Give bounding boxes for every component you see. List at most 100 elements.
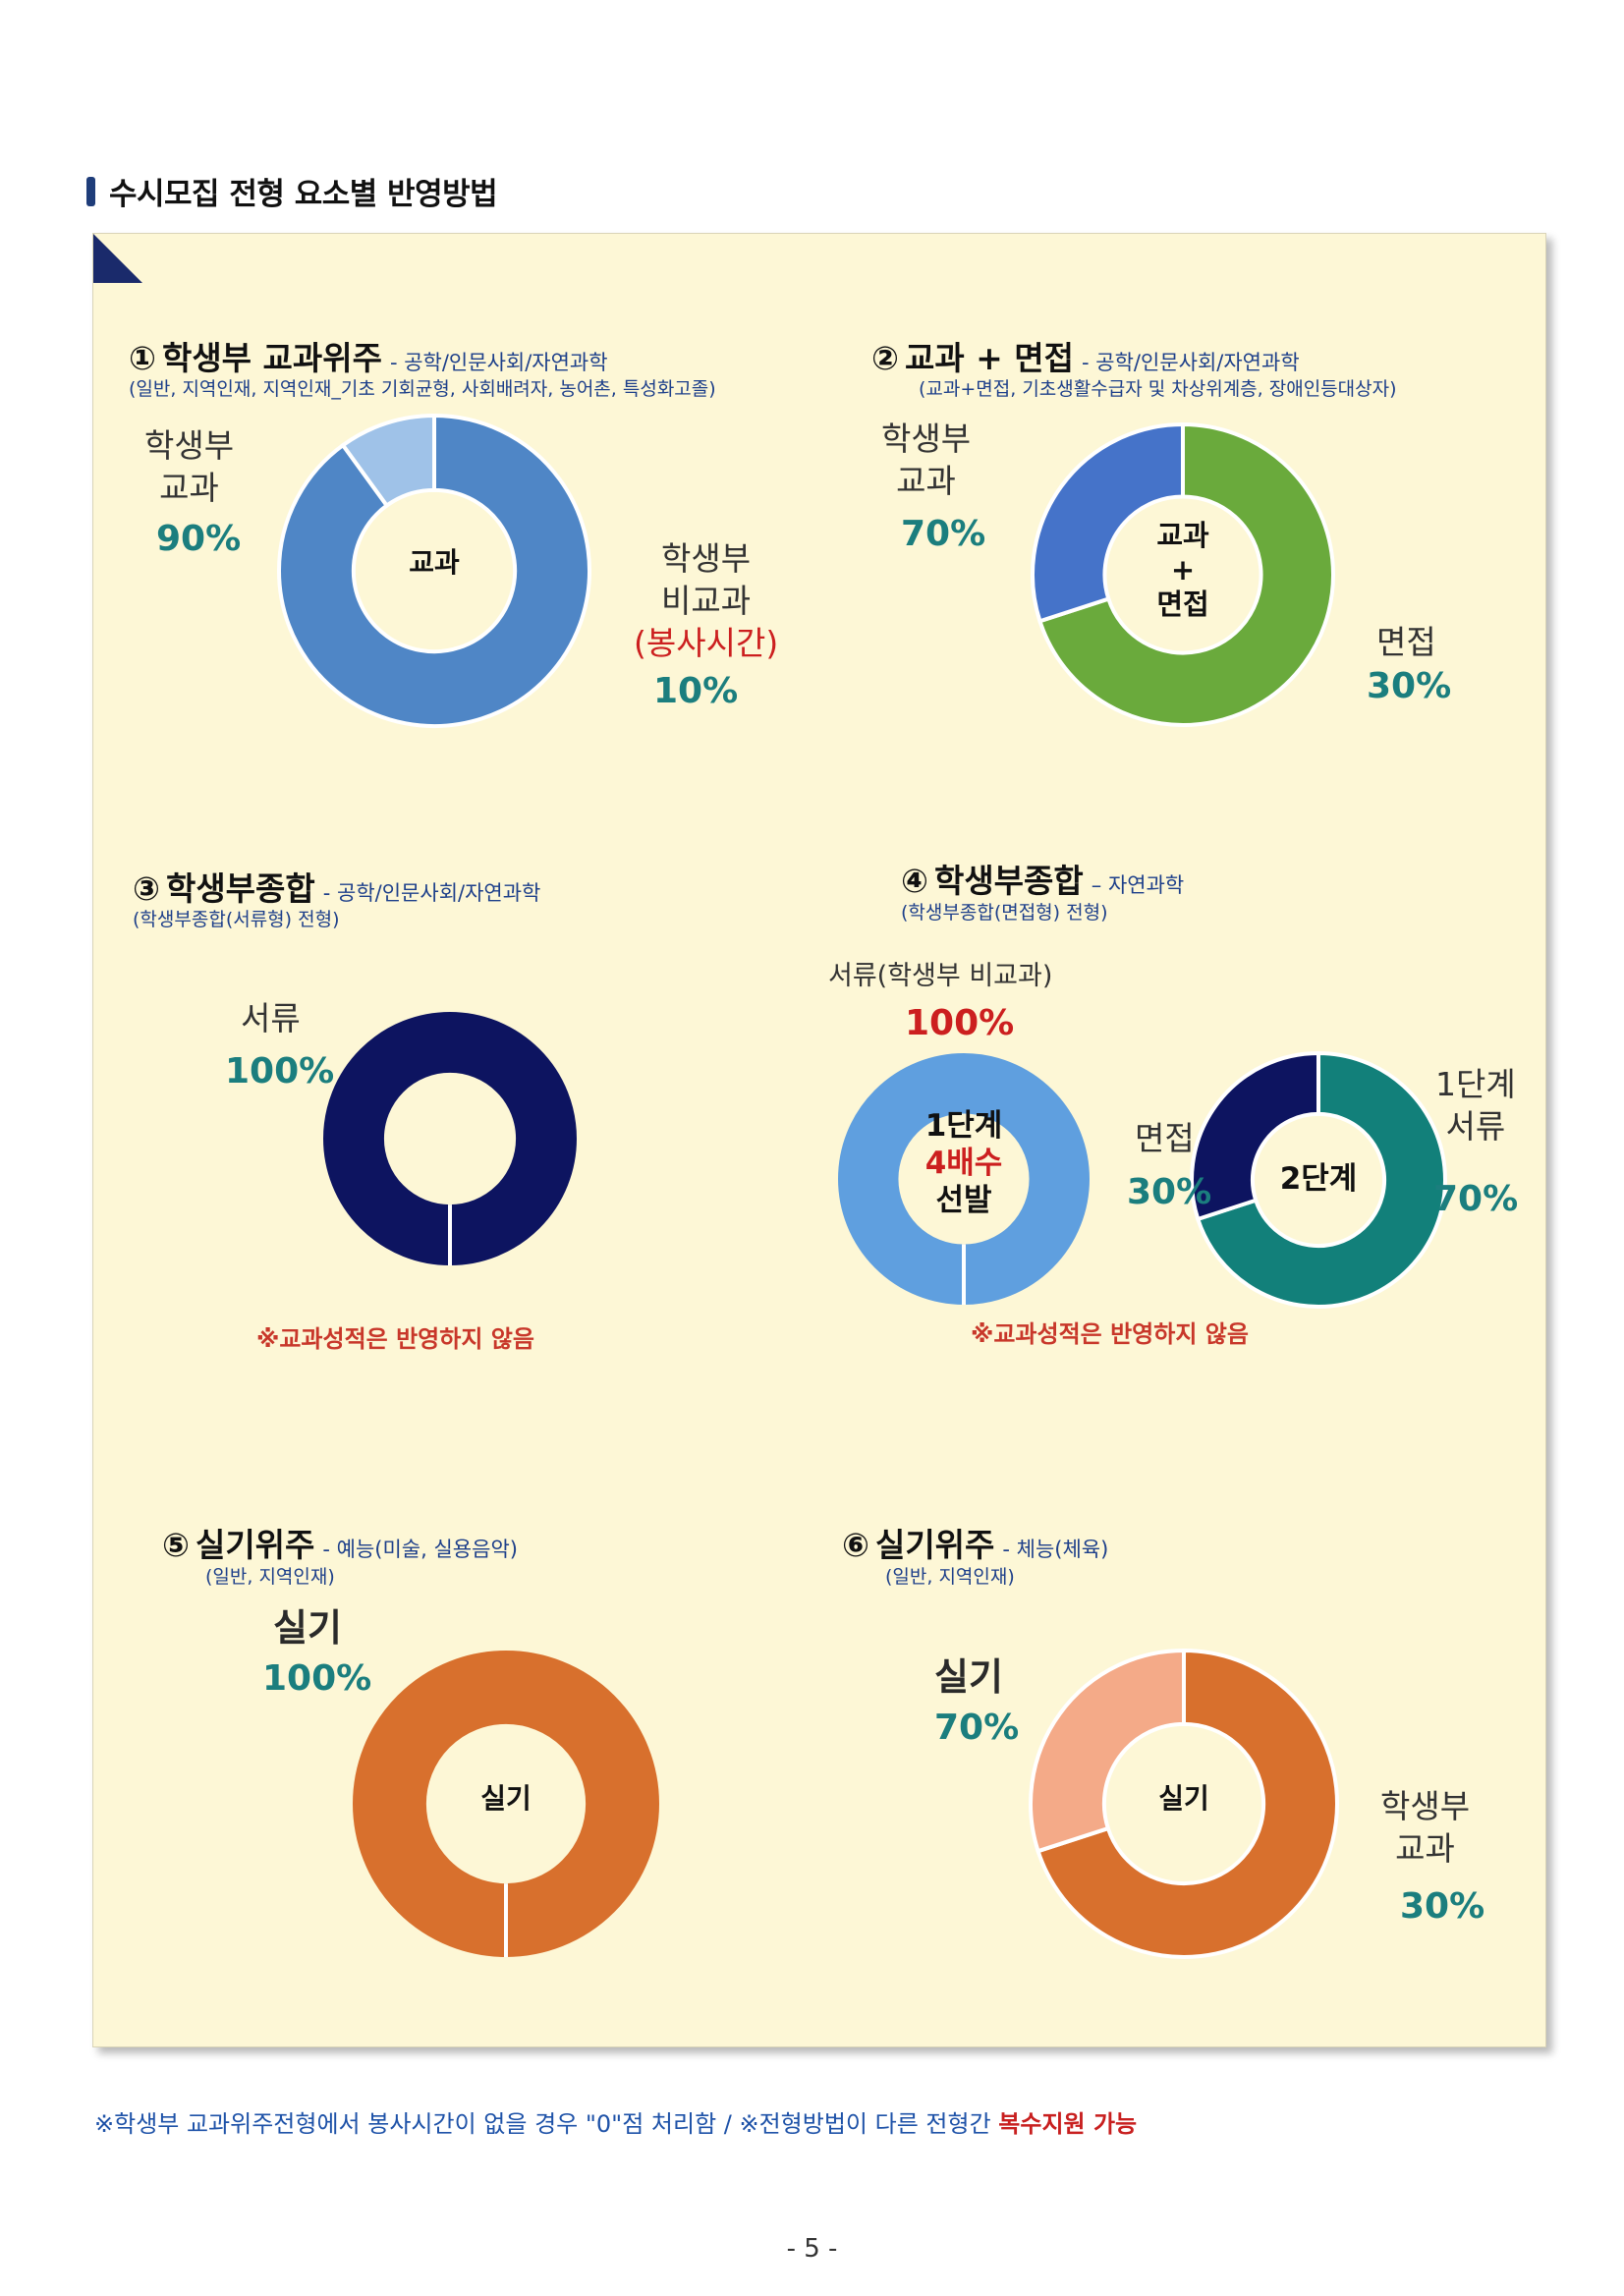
label-5a: 실기: [273, 1606, 342, 1650]
section-3-note: ※교과성적은 반영하지 않음: [256, 1325, 534, 1353]
section-2-title: ② 교과 + 면접 - 공학/인문사회/자연과학: [871, 332, 1300, 379]
section-1-title: ① 학생부 교과위주 - 공학/인문사회/자연과학: [129, 332, 608, 379]
pct-1a: 90%: [156, 519, 242, 559]
section-4-note: ※교과성적은 반영하지 않음: [971, 1320, 1249, 1348]
page-number: - 5 -: [786, 2234, 838, 2264]
section-3-num: ③: [133, 869, 160, 908]
donut-2-center-line3: 면접: [1156, 587, 1209, 621]
page-heading: 수시모집 전형 요소별 반영방법: [86, 169, 498, 213]
label-2a-line1: 학생부: [881, 420, 972, 458]
section-6-num: ⑥: [842, 1526, 869, 1564]
pct-2b: 30%: [1367, 666, 1452, 706]
section-2-subtitle: (교과+면접, 기초생활수급자 및 차상위계층, 장애인등대상자): [919, 378, 1397, 400]
section-5-name: 실기위주: [195, 1526, 315, 1564]
label-4-interview: 면접: [1135, 1119, 1195, 1157]
section-6-category: - 체능(체육): [1002, 1538, 1109, 1561]
donut-slice-2-2: [1031, 421, 1185, 624]
label-6b: 학생부 교과: [1380, 1786, 1470, 1871]
section-3-category: - 공학/인문사회/자연과학: [322, 881, 541, 905]
section-2-num: ②: [871, 339, 899, 377]
section-1-subtitle: (일반, 지역인재, 지역인재_기초 기회균형, 사회배려자, 농어촌, 특성화…: [129, 378, 716, 400]
page-heading-text: 수시모집 전형 요소별 반영방법: [109, 177, 498, 212]
heading-bar: [86, 176, 95, 206]
donut-4a-center-line1: 1단계: [924, 1108, 1003, 1144]
section-4-num: ④: [901, 862, 928, 900]
pct-4-docs: 70%: [1433, 1179, 1519, 1219]
label-1b-line1: 학생부: [661, 539, 752, 578]
label-4-docs-line2: 서류: [1445, 1106, 1506, 1146]
section-3-title: ③ 학생부종합 - 공학/인문사회/자연과학: [133, 863, 540, 910]
section-6-subtitle: (일반, 지역인재): [885, 1566, 1015, 1588]
section-5-category: - 예능(미술, 실용음악): [322, 1538, 518, 1561]
pct-2a: 70%: [901, 514, 986, 554]
pct-6a: 70%: [934, 1708, 1020, 1748]
label-4-docs: 1단계 서류: [1435, 1064, 1516, 1148]
pct-5a: 100%: [262, 1658, 372, 1699]
panel-corner: [93, 234, 142, 283]
section-2-category: - 공학/인문사회/자연과학: [1082, 351, 1300, 374]
label-6b-line2: 교과: [1395, 1828, 1455, 1868]
label-1b-line2: 비교과: [661, 581, 752, 620]
donut-4a-center-line2: 4배수: [924, 1145, 1003, 1181]
donut-5-center: 실기: [480, 1782, 532, 1815]
section-2-name: 교과 + 면접: [904, 339, 1075, 377]
donut-chart-4b: [1190, 1050, 1447, 1309]
pct-4-interview: 30%: [1127, 1172, 1212, 1212]
pct-6b: 30%: [1400, 1886, 1485, 1927]
content-panel: ① 학생부 교과위주 - 공학/인문사회/자연과학 (일반, 지역인재, 지역인재_…: [92, 233, 1546, 2047]
section-1-category: - 공학/인문사회/자연과학: [389, 351, 608, 374]
label-1b-note: (봉사시간): [634, 623, 779, 662]
donut-chart-2: [1031, 421, 1335, 727]
section-6-title: ⑥ 실기위주 - 체능(체육): [842, 1519, 1108, 1566]
donut-1-center: 교과: [409, 546, 460, 579]
donut-4b-center: 2단계: [1279, 1161, 1358, 1197]
donut-slice-1-2: [340, 413, 436, 509]
pct-1b: 10%: [653, 671, 739, 711]
label-2a: 학생부 교과: [881, 419, 971, 503]
label-6b-line1: 학생부: [1380, 1787, 1471, 1825]
section-6-name: 실기위주: [874, 1526, 995, 1564]
donut-chart-6: [1029, 1648, 1339, 1959]
footnote: ※학생부 교과위주전형에서 봉사시간이 없을 경우 "0"점 처리함 / ※전형…: [94, 2104, 1137, 2139]
label-1a: 학생부 교과: [144, 425, 234, 510]
donut-slice-5-1: [1195, 1050, 1447, 1309]
label-3a: 서류: [241, 999, 301, 1037]
donut-2-center-line2: +: [1170, 552, 1196, 587]
pct-3a: 100%: [225, 1051, 335, 1092]
label-1a-line1: 학생부: [144, 426, 235, 465]
donut-4a-center-line3: 선발: [935, 1182, 992, 1218]
donut-chart-1: [277, 413, 591, 728]
section-1-num: ①: [129, 339, 156, 377]
donut-slice-1-1: [277, 413, 591, 728]
donut-6-center: 실기: [1158, 1782, 1209, 1815]
donut-slice-7-1: [1036, 1648, 1339, 1959]
section-5-num: ⑤: [162, 1526, 190, 1564]
pct-4-stage1: 100%: [905, 1003, 1015, 1043]
label-1a-line2: 교과: [159, 468, 219, 507]
label-2a-line2: 교과: [896, 461, 956, 500]
section-4-subtitle: (학생부종합(면접형) 전형): [901, 902, 1108, 924]
donut-4a-center: 1단계 4배수 선발: [897, 1108, 1031, 1219]
section-4-title: ④ 학생부종합 – 자연과학: [901, 855, 1184, 902]
donut-chart-4a: [838, 1053, 1090, 1305]
donut-2-center: 교과 + 면접: [1134, 519, 1232, 621]
label-1b: 학생부 비교과 (봉사시간): [634, 538, 778, 665]
section-4-name: 학생부종합: [933, 862, 1084, 900]
section-4-category: – 자연과학: [1091, 873, 1185, 897]
section-3-name: 학생부종합: [165, 869, 315, 908]
donut-chart-3: [322, 1011, 578, 1266]
section-5-subtitle: (일반, 지역인재): [205, 1566, 335, 1588]
section-1-name: 학생부 교과위주: [161, 339, 382, 377]
label-6a: 실기: [934, 1655, 1003, 1699]
label-2b: 면접: [1376, 623, 1436, 661]
donut-slice-2-1: [1036, 421, 1335, 727]
footnote-highlight: 복수지원 가능: [998, 2110, 1138, 2138]
footnote-text: ※학생부 교과위주전형에서 봉사시간이 없을 경우 "0"점 처리함 / ※전형…: [94, 2110, 999, 2138]
label-4-docs-line1: 1단계: [1435, 1065, 1516, 1103]
donut-chart-5: [353, 1651, 659, 1957]
label-4-stage1: 서류(학생부 비교과): [828, 961, 1053, 991]
donut-2-center-line1: 교과: [1156, 519, 1209, 552]
donut-slice-5-2: [1190, 1050, 1320, 1222]
donut-slice-7-2: [1029, 1648, 1186, 1854]
section-3-subtitle: (학생부종합(서류형) 전형): [133, 909, 340, 930]
